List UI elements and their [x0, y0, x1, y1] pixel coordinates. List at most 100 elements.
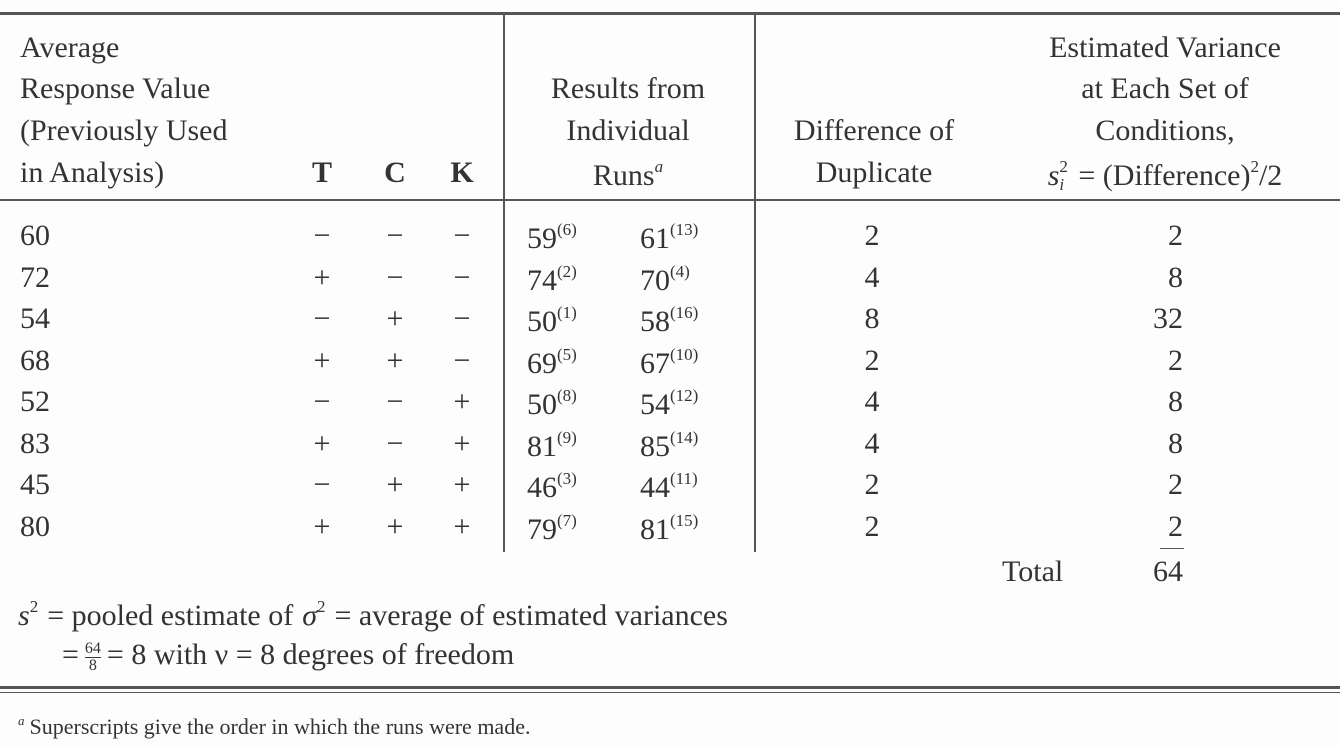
run-order: (11)	[670, 469, 698, 488]
header-text: Duplicate	[815, 156, 933, 189]
subscript: i	[1059, 175, 1065, 194]
text: =	[62, 638, 79, 671]
header-text: Average	[20, 31, 120, 64]
footnote-text: Superscripts give the order in which the…	[29, 714, 531, 739]
run-value: 81	[640, 512, 670, 546]
header-text: Individual	[566, 114, 690, 147]
header-rule	[0, 199, 1340, 201]
difference: 2	[864, 468, 880, 501]
sum-rule	[1160, 548, 1184, 549]
sign: −	[313, 219, 331, 252]
sign: −	[453, 302, 471, 335]
run-value: 79	[527, 512, 557, 546]
run-order: (2)	[557, 261, 577, 281]
run-order: (15)	[670, 510, 699, 530]
run-result: 59(6)	[527, 221, 577, 254]
sign: +	[386, 468, 404, 501]
column-rule	[754, 14, 756, 552]
total-label: Total	[1002, 555, 1064, 588]
text: = pooled estimate of	[47, 599, 294, 632]
sign: −	[386, 426, 404, 460]
average: 54	[20, 302, 50, 335]
variance: 2	[1168, 343, 1183, 377]
formula-text: /2	[1258, 159, 1283, 192]
fraction: 64 8	[84, 640, 101, 674]
sign: −	[313, 302, 331, 335]
average: 68	[20, 343, 50, 377]
sign: −	[453, 343, 471, 377]
run-value: 58	[640, 305, 670, 338]
text: = 8 with ν = 8 degrees of freedom	[106, 638, 515, 671]
sign: −	[386, 385, 404, 418]
header-text: in Analysis)	[20, 156, 165, 189]
difference: 4	[864, 260, 880, 294]
factor-header: T	[311, 156, 333, 189]
difference: 4	[864, 385, 880, 418]
sign: +	[386, 509, 404, 543]
run-order: (8)	[557, 386, 577, 405]
difference: 8	[864, 302, 880, 335]
factor-header: C	[384, 156, 406, 189]
average: 60	[20, 219, 50, 252]
header-text: at Each Set of	[1081, 72, 1249, 105]
run-result: 50(1)	[527, 304, 577, 337]
average: 80	[20, 509, 50, 543]
sign: +	[386, 302, 404, 335]
run-result: 46(3)	[527, 470, 577, 503]
header-text: Conditions,	[1095, 114, 1235, 147]
sign: +	[453, 385, 471, 418]
header-text: Estimated Variance	[1049, 31, 1281, 64]
sign: −	[313, 468, 331, 501]
power: 2	[1250, 157, 1259, 176]
sign: −	[313, 385, 331, 418]
header-text: (Previously Used	[20, 114, 228, 147]
symbol: s	[1047, 159, 1060, 192]
run-value: 50	[527, 388, 557, 421]
sign: −	[386, 219, 404, 252]
run-order: (5)	[557, 344, 577, 364]
run-result: 67(10)	[640, 346, 698, 379]
run-order: (6)	[557, 220, 577, 239]
run-result: 61(13)	[640, 221, 698, 254]
denominator: 8	[88, 656, 97, 674]
bottom-rule	[0, 692, 1340, 693]
power: 2	[317, 597, 326, 616]
variance: 2	[1168, 509, 1183, 543]
sign: +	[313, 426, 331, 460]
run-value: 50	[527, 305, 557, 338]
run-order: (14)	[670, 427, 699, 447]
average: 72	[20, 260, 50, 294]
run-result: 85(14)	[640, 429, 698, 462]
average: 52	[20, 385, 50, 418]
run-result: 79(7)	[527, 512, 577, 545]
average: 45	[20, 468, 50, 501]
run-result: 54(12)	[640, 387, 698, 420]
run-result: 44(11)	[640, 470, 698, 503]
symbol: σ	[302, 599, 318, 632]
variance: 8	[1168, 426, 1183, 460]
run-value: 67	[640, 346, 670, 380]
header-text: Runsa	[593, 158, 663, 191]
run-result: 50(8)	[527, 387, 577, 420]
run-order: (3)	[557, 469, 577, 488]
difference: 2	[864, 343, 880, 377]
run-result: 69(5)	[527, 346, 577, 379]
variance: 8	[1168, 385, 1183, 418]
run-value: 59	[527, 222, 557, 255]
pooled-line: = 64 8 = 8 with ν = 8 degrees of freedom	[62, 640, 514, 674]
run-result: 70(4)	[640, 263, 690, 296]
run-order: (13)	[670, 220, 699, 239]
bottom-rule	[0, 686, 1340, 689]
header-text: Results from	[550, 72, 706, 105]
header-text: Runs	[592, 159, 655, 192]
run-result: 81(15)	[640, 512, 698, 545]
sign: +	[453, 426, 471, 460]
run-order: (1)	[557, 303, 577, 322]
average: 83	[20, 426, 50, 460]
formula-text: = (Difference)	[1078, 159, 1251, 192]
footnote: a Superscripts give the order in which th…	[18, 714, 530, 738]
difference: 2	[864, 219, 880, 252]
superscript: 2	[1059, 157, 1068, 176]
difference: 2	[864, 509, 880, 543]
